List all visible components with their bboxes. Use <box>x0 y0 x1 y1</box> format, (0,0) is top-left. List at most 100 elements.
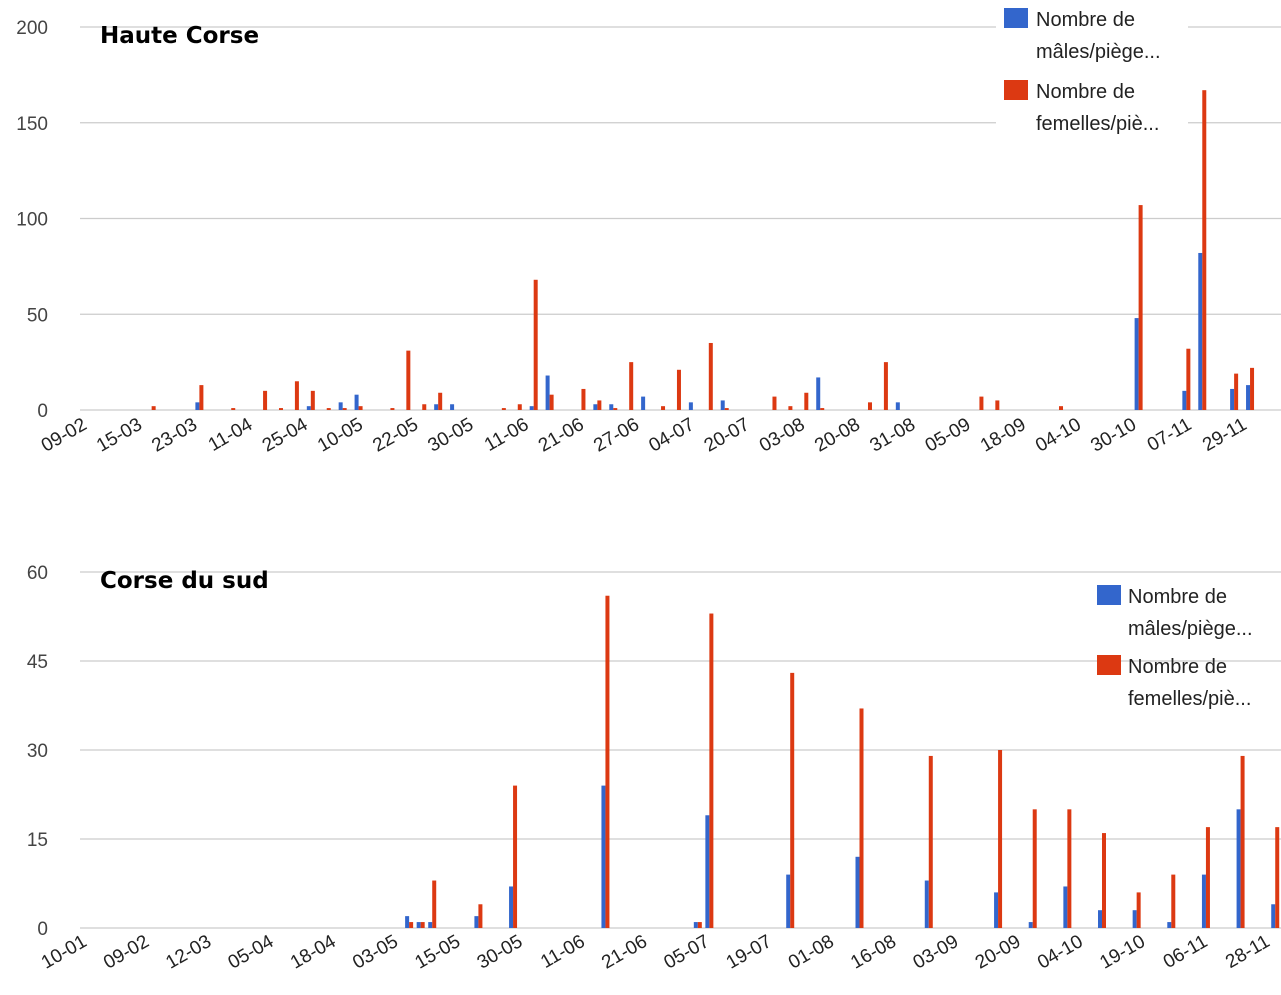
x-tick-label: 30-05 <box>425 414 478 456</box>
bar-females <box>422 404 427 410</box>
bar-females <box>697 922 702 928</box>
x-tick-label: 20-07 <box>701 414 754 456</box>
bar-females <box>549 394 554 410</box>
bar-males <box>688 402 693 410</box>
legend: Nombre de mâles/piège... Nombre de femel… <box>1004 8 1161 135</box>
bar-females <box>708 342 713 410</box>
bar-males <box>338 402 343 410</box>
bar-females <box>1234 373 1239 410</box>
legend-label-females-line2: femelles/piè... <box>1036 113 1159 135</box>
x-tick-label: 04-07 <box>646 414 699 456</box>
y-tick-label: 100 <box>16 210 48 231</box>
y-tick-label: 0 <box>37 401 48 422</box>
x-tick-label: 12-03 <box>162 931 215 973</box>
legend-label-males-line1: Nombre de <box>1128 586 1227 608</box>
y-tick-label: 200 <box>16 18 48 39</box>
bar-males <box>1028 922 1033 928</box>
legend-label-females-line2: femelles/piè... <box>1128 688 1251 710</box>
bar-females <box>199 385 204 410</box>
bar-males <box>705 815 710 928</box>
legend: Nombre de mâles/piège... Nombre de femel… <box>1097 585 1253 710</box>
bar-males <box>1246 385 1251 410</box>
x-tick-label: 30-10 <box>1087 414 1140 456</box>
bar-males <box>474 916 479 928</box>
corse-du-sud-chart: 10-01 09-02 12-03 05-04 18-04 03-05 15-05 30-05… <box>27 563 1281 974</box>
x-tick-label: 07-11 <box>1144 414 1195 456</box>
bar-males <box>1167 922 1172 928</box>
bar-females <box>676 369 681 410</box>
x-tick-label: 19-10 <box>1096 931 1149 973</box>
x-tick-label: 28-11 <box>1222 931 1273 973</box>
legend-swatch-males <box>1004 8 1028 28</box>
bar-females <box>788 406 793 410</box>
y-tick-label: 60 <box>27 563 48 584</box>
bar-males <box>895 402 900 410</box>
x-tick-label: 20-08 <box>811 414 864 456</box>
bar-females <box>859 708 864 928</box>
bar-males <box>924 880 929 928</box>
bar-females <box>151 406 156 410</box>
x-tick-label: 09-02 <box>100 931 153 973</box>
y-tick-label: 150 <box>16 114 48 135</box>
bar-males <box>816 377 821 410</box>
bar-females <box>709 613 714 928</box>
bar-males <box>593 404 598 410</box>
bar-females <box>533 279 538 410</box>
legend-label-females-line1: Nombre de <box>1036 81 1135 103</box>
bar-females <box>390 408 395 410</box>
chart-title: Corse du sud <box>100 568 269 594</box>
x-tick-label: 05-09 <box>922 414 975 456</box>
x-tick-label: 31-08 <box>866 414 919 456</box>
bar-females <box>358 406 363 410</box>
x-tick-label: 15-03 <box>93 414 146 456</box>
x-tick-label: 16-08 <box>847 931 900 973</box>
bar-females <box>998 750 1003 928</box>
bar-males <box>509 886 514 928</box>
bar-males <box>434 404 439 410</box>
bar-females <box>513 785 518 928</box>
bar-males <box>306 406 311 410</box>
bar-females <box>1250 367 1255 410</box>
bar-females <box>409 922 414 928</box>
bar-females <box>478 904 483 928</box>
bar-males <box>1182 390 1187 410</box>
x-tick-label: 01-08 <box>785 931 838 973</box>
bar-males <box>545 375 550 410</box>
bar-females <box>928 755 933 928</box>
legend-label-females-line1: Nombre de <box>1128 656 1227 678</box>
bar-females <box>1032 809 1037 928</box>
bar-females <box>420 922 425 928</box>
bar-females <box>294 381 299 410</box>
x-tick-label: 04-10 <box>1034 931 1087 973</box>
bar-females <box>263 390 268 410</box>
bar-females <box>661 406 666 410</box>
bar-females <box>406 350 411 410</box>
bar-females <box>605 595 610 928</box>
x-tick-label: 10-05 <box>314 414 367 456</box>
bar-females <box>820 408 825 410</box>
bar-females <box>724 408 729 410</box>
bar-males <box>450 404 455 410</box>
bar-females <box>804 392 809 410</box>
y-tick-label: 45 <box>27 652 48 673</box>
x-tick-label: 05-07 <box>661 931 714 973</box>
bar-females <box>1205 827 1210 928</box>
bar-females <box>231 408 236 410</box>
legend-label-males-line2: mâles/piège... <box>1036 41 1161 63</box>
bar-males <box>1063 886 1068 928</box>
bar-females <box>1067 809 1072 928</box>
x-tick-label: 04-10 <box>1032 414 1085 456</box>
x-tick-label: 21-06 <box>598 931 651 973</box>
legend-label-males-line1: Nombre de <box>1036 9 1135 31</box>
bar-females <box>1136 892 1141 928</box>
x-tick-label: 22-05 <box>369 414 422 456</box>
x-tick-label: 29-11 <box>1199 414 1250 456</box>
bar-females <box>432 880 437 928</box>
bar-females <box>1102 833 1106 928</box>
bar-females <box>501 408 506 410</box>
bar-males <box>405 916 410 928</box>
bar-males <box>1132 910 1137 928</box>
x-tick-label: 11-06 <box>481 414 532 456</box>
legend-swatch-females <box>1004 80 1028 100</box>
legend-swatch-males <box>1097 585 1121 605</box>
